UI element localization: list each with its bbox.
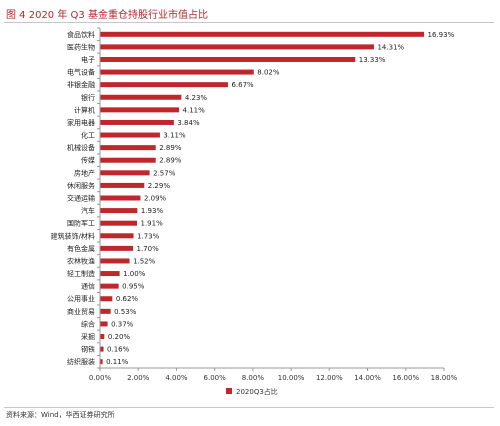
bar <box>100 245 133 251</box>
data-label: 16.93% <box>428 31 455 39</box>
bar <box>100 31 425 37</box>
x-tick-label: 6.00% <box>204 374 227 382</box>
x-tick-label: 14.00% <box>354 374 381 382</box>
data-label: 0.53% <box>114 308 137 316</box>
bar <box>100 346 104 352</box>
x-tick-label: 8.00% <box>242 374 265 382</box>
bar <box>100 233 134 239</box>
data-label: 0.16% <box>107 346 130 354</box>
category-label: 钢铁 <box>81 345 95 354</box>
bar <box>100 182 145 188</box>
category-label: 通信 <box>81 282 95 291</box>
bar <box>100 170 150 176</box>
bar <box>100 334 105 340</box>
category-label: 化工 <box>81 131 95 140</box>
category-label: 家用电器 <box>67 118 95 127</box>
bar <box>100 296 113 302</box>
bar <box>100 283 119 289</box>
category-label: 建筑装饰/材料 <box>51 231 95 240</box>
bar <box>100 69 254 75</box>
data-label: 3.11% <box>163 132 186 140</box>
data-label: 13.33% <box>359 56 386 64</box>
legend-label: 2020Q3占比 <box>236 387 278 396</box>
data-label: 8.02% <box>257 69 280 77</box>
data-label: 2.89% <box>159 144 182 152</box>
bar <box>100 157 156 163</box>
data-label: 1.00% <box>123 270 146 278</box>
data-label: 1.91% <box>141 220 164 228</box>
category-label: 农林牧渔 <box>67 256 95 265</box>
category-label: 公用事业 <box>67 294 95 303</box>
data-label: 4.11% <box>183 106 206 114</box>
legend-swatch <box>226 388 232 394</box>
data-label: 0.37% <box>111 320 134 328</box>
bar <box>100 359 103 365</box>
x-tick-label: 4.00% <box>165 374 188 382</box>
figure-title: 图 4 2020 年 Q3 基金重仓持股行业市值占比 <box>6 10 208 21</box>
bar <box>100 208 138 214</box>
bar <box>100 82 228 88</box>
bar <box>100 44 374 50</box>
data-label: 14.31% <box>377 43 404 51</box>
bar <box>100 195 141 201</box>
category-label: 机械设备 <box>67 143 95 152</box>
data-label: 2.09% <box>144 195 167 203</box>
x-tick-label: 18.00% <box>431 374 458 382</box>
bar <box>100 107 180 113</box>
category-label: 汽车 <box>81 206 95 215</box>
bar <box>100 321 108 327</box>
bar <box>100 119 174 125</box>
category-label: 电气设备 <box>67 68 95 77</box>
data-label: 6.67% <box>231 81 254 89</box>
x-tick-label: 0.00% <box>89 374 112 382</box>
bar <box>100 132 160 138</box>
category-label: 休闲服务 <box>67 181 95 190</box>
bar <box>100 308 111 314</box>
category-label: 食品饮料 <box>67 30 95 39</box>
category-label: 非银金融 <box>67 80 95 89</box>
bar <box>100 258 130 264</box>
data-label: 4.23% <box>185 94 208 102</box>
data-label: 3.84% <box>177 119 200 127</box>
category-label: 银行 <box>81 93 95 102</box>
category-label: 商业贸易 <box>67 307 95 316</box>
category-label: 采掘 <box>81 332 95 341</box>
category-label: 交通运输 <box>67 194 95 203</box>
bar <box>100 94 182 100</box>
data-label: 2.89% <box>159 157 182 165</box>
data-label: 2.57% <box>153 169 176 177</box>
data-label: 0.62% <box>116 295 139 303</box>
category-label: 轻工制造 <box>67 269 95 278</box>
data-label: 0.11% <box>106 358 129 366</box>
bar <box>100 220 138 226</box>
category-label: 传媒 <box>81 156 95 165</box>
category-label: 综合 <box>81 319 95 328</box>
category-label: 有色金属 <box>67 244 95 253</box>
category-label: 计算机 <box>74 105 95 114</box>
source-note: 资料来源：Wind，华西证券研究所 <box>6 411 115 419</box>
category-label: 房地产 <box>74 168 95 177</box>
bar <box>100 56 356 62</box>
data-label: 2.29% <box>148 182 171 190</box>
data-label: 1.52% <box>133 257 156 265</box>
data-label: 0.95% <box>122 283 145 291</box>
category-label: 医药生物 <box>67 42 95 51</box>
source-divider <box>4 407 494 408</box>
x-tick-label: 16.00% <box>392 374 419 382</box>
title-divider <box>4 22 494 23</box>
data-label: 0.20% <box>108 333 131 341</box>
data-label: 1.70% <box>136 245 159 253</box>
bar <box>100 145 156 151</box>
category-label: 国防军工 <box>67 219 95 228</box>
x-tick-label: 12.00% <box>316 374 343 382</box>
category-label: 纺织服装 <box>67 357 95 366</box>
data-label: 1.73% <box>137 232 160 240</box>
category-label: 电子 <box>81 55 95 64</box>
bar <box>100 271 120 277</box>
data-label: 1.93% <box>141 207 164 215</box>
x-tick-label: 2.00% <box>127 374 150 382</box>
x-tick-label: 10.00% <box>278 374 305 382</box>
